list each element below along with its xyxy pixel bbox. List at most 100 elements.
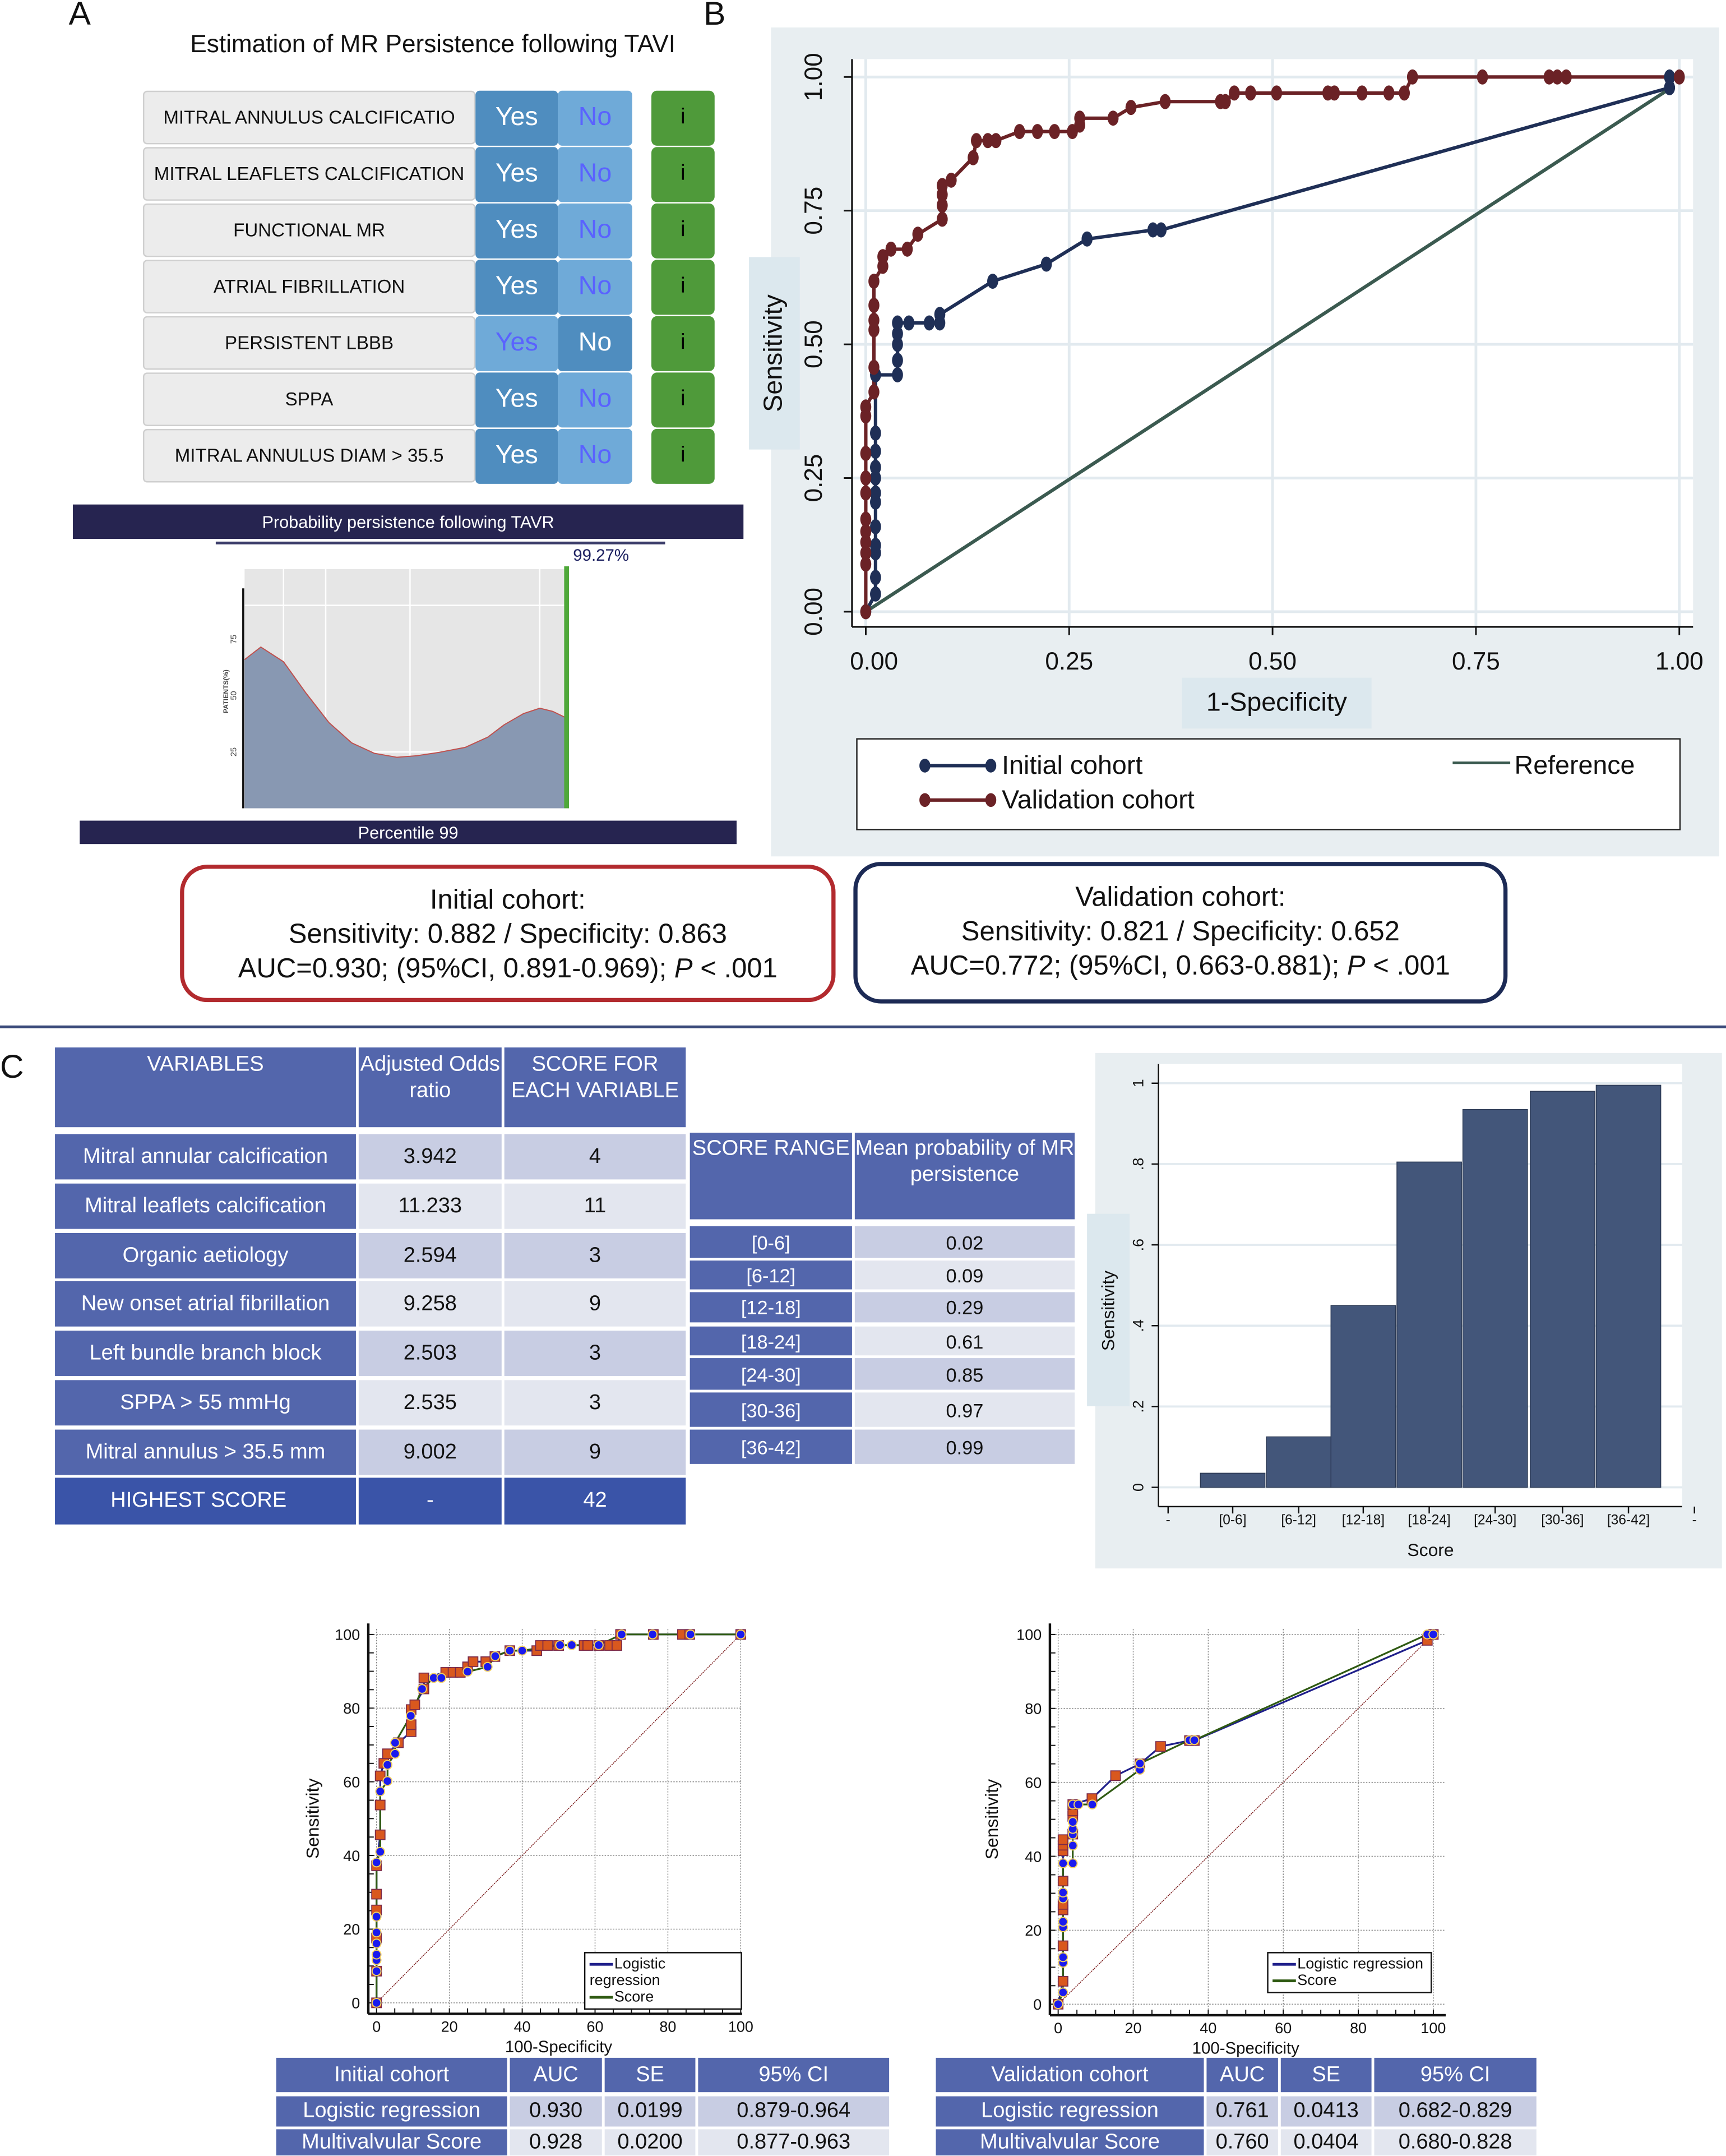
data-point-score bbox=[1428, 1629, 1438, 1640]
data-point-initial-cohort bbox=[870, 570, 881, 585]
data-point-validation-cohort bbox=[1271, 85, 1283, 101]
y-tick-label: 80 bbox=[1025, 1701, 1042, 1718]
x-tick-label: 0.75 bbox=[1452, 648, 1500, 675]
auc-table-cell: 0.877-0.963 bbox=[698, 2129, 890, 2155]
data-point-validation-cohort bbox=[1074, 110, 1085, 126]
data-point-initial-cohort bbox=[1155, 222, 1167, 238]
yes-button[interactable]: Yes bbox=[475, 147, 558, 202]
y-tick-label: .6 bbox=[1130, 1239, 1147, 1251]
x-tick-label: 0.00 bbox=[850, 648, 898, 675]
legend-validation: Logistic regression Score bbox=[1267, 1952, 1432, 1993]
legend-initial: Logistic regression Score bbox=[584, 1952, 742, 2010]
data-point-validation-cohort bbox=[901, 241, 913, 257]
auc-table-header: 95% CI bbox=[698, 2057, 890, 2093]
data-point-score bbox=[517, 1645, 527, 1656]
info-button[interactable]: i bbox=[651, 316, 715, 371]
y-tick-label: 0 bbox=[351, 1995, 360, 2012]
yes-button[interactable]: Yes bbox=[475, 90, 558, 146]
data-point-score bbox=[685, 1629, 696, 1640]
auc-table-cell: Multivalvular Score bbox=[276, 2129, 507, 2155]
data-point-score bbox=[490, 1651, 501, 1661]
legend-swatch-initial bbox=[919, 759, 997, 773]
no-button[interactable]: No bbox=[558, 260, 632, 315]
data-point-validation-cohort bbox=[912, 227, 924, 242]
data-point-validation-cohort bbox=[1014, 124, 1025, 140]
data-point-initial-cohort bbox=[870, 459, 881, 475]
auc-table-cell: 0.928 bbox=[510, 2129, 602, 2155]
no-button[interactable]: No bbox=[558, 372, 632, 428]
variable-label: MITRAL ANNULUS CALCIFICATIO bbox=[142, 90, 476, 145]
x-tick-label: 0.50 bbox=[1248, 648, 1297, 675]
x-tick-label: - bbox=[1166, 1513, 1170, 1528]
data-point-initial-cohort bbox=[1040, 256, 1052, 272]
data-point-validation-cohort bbox=[1673, 69, 1685, 85]
auc-table-cell: 0.0199 bbox=[604, 2096, 696, 2127]
data-point-score bbox=[567, 1640, 577, 1650]
table-cell-variable: Mitral leaflets calcification bbox=[55, 1183, 356, 1229]
info-button[interactable]: i bbox=[651, 260, 715, 315]
no-button[interactable]: No bbox=[558, 428, 632, 484]
y-tick-label: 40 bbox=[1025, 1848, 1042, 1865]
data-point-score bbox=[1087, 1799, 1098, 1810]
data-point-score bbox=[436, 1673, 447, 1683]
table-cell-score: 3 bbox=[504, 1331, 686, 1376]
data-point-score bbox=[371, 1938, 382, 1949]
data-point-logistic-regression bbox=[1155, 1741, 1166, 1752]
bar-[12-18] bbox=[1330, 1305, 1396, 1488]
x-tick-label: [12-18] bbox=[1342, 1513, 1385, 1528]
x-tick-label: 100 bbox=[1420, 2020, 1446, 2037]
data-point-score bbox=[371, 1966, 382, 1977]
data-point-validation-cohort bbox=[1477, 69, 1488, 85]
data-point-logistic-regression bbox=[468, 1656, 479, 1667]
yes-button[interactable]: Yes bbox=[475, 372, 558, 428]
y-tick-label: 60 bbox=[1025, 1774, 1042, 1791]
no-button[interactable]: No bbox=[558, 316, 632, 371]
data-point-validation-cohort bbox=[1229, 85, 1240, 101]
data-point-validation-cohort bbox=[1049, 124, 1060, 140]
table-cell-odds: 2.503 bbox=[358, 1331, 502, 1376]
yes-button[interactable]: Yes bbox=[475, 428, 558, 484]
y-tick-label: 100 bbox=[335, 1627, 360, 1643]
no-button[interactable]: No bbox=[558, 203, 632, 258]
data-point-initial-cohort bbox=[1081, 231, 1093, 247]
data-point-validation-cohort bbox=[868, 298, 880, 313]
data-point-validation-cohort bbox=[1107, 110, 1119, 126]
y-tick-label: 25 bbox=[230, 747, 239, 756]
auc-table-header: AUC bbox=[510, 2057, 602, 2093]
data-point-initial-cohort bbox=[987, 274, 998, 289]
table-cell-odds: 9.002 bbox=[358, 1429, 502, 1475]
bar-[30-36] bbox=[1530, 1091, 1595, 1488]
data-point-validation-cohort bbox=[860, 524, 872, 539]
x-tick-label: [36-42] bbox=[1607, 1513, 1650, 1528]
mean-probability-cell: 0.29 bbox=[854, 1292, 1075, 1323]
score-bar-chart: 0 .2 .4 .6 .8 1 - [0-6] [6-12] [12-18] [18-24] [24-… bbox=[1130, 1064, 1697, 1560]
data-point-validation-cohort bbox=[877, 249, 889, 265]
density-chart: 25 50 75 PATIENTS(%) bbox=[222, 566, 569, 809]
info-button[interactable]: i bbox=[651, 147, 715, 202]
data-point-validation-cohort bbox=[860, 534, 872, 550]
legend-swatch-score bbox=[1272, 1980, 1296, 1982]
x-tick-label: - bbox=[1692, 1513, 1697, 1528]
yes-button[interactable]: Yes bbox=[475, 316, 558, 371]
summary-auc: AUC=0.930; (95%CI, 0.891-0.969); P < .00… bbox=[184, 953, 832, 987]
legend-swatch-lr bbox=[1272, 1963, 1296, 1966]
info-button[interactable]: i bbox=[651, 372, 715, 428]
data-point-score bbox=[375, 1846, 386, 1857]
data-point-initial-cohort bbox=[870, 485, 881, 501]
no-button[interactable]: No bbox=[558, 90, 632, 146]
roc-chart-validation: 0 20 40 60 80 100 0 20 40 60 80 100 100-Specificity S… bbox=[982, 1623, 1446, 2058]
y-tick-label: .2 bbox=[1130, 1400, 1147, 1412]
y-axis-label: Sensitivity bbox=[303, 1779, 323, 1859]
info-button[interactable]: i bbox=[651, 428, 715, 484]
info-button[interactable]: i bbox=[651, 203, 715, 258]
p-symbol: P bbox=[1346, 951, 1366, 982]
bar-y-label-box: Sensitivity bbox=[1087, 1213, 1130, 1406]
yes-button[interactable]: Yes bbox=[475, 203, 558, 258]
info-button[interactable]: i bbox=[651, 90, 715, 146]
yes-button[interactable]: Yes bbox=[475, 260, 558, 315]
data-point-initial-cohort bbox=[870, 444, 881, 459]
data-point-score bbox=[371, 1857, 382, 1868]
bar-[24-30] bbox=[1462, 1109, 1528, 1488]
summary-auc: AUC=0.772; (95%CI, 0.663-0.881); P < .00… bbox=[858, 950, 1503, 984]
no-button[interactable]: No bbox=[558, 147, 632, 202]
